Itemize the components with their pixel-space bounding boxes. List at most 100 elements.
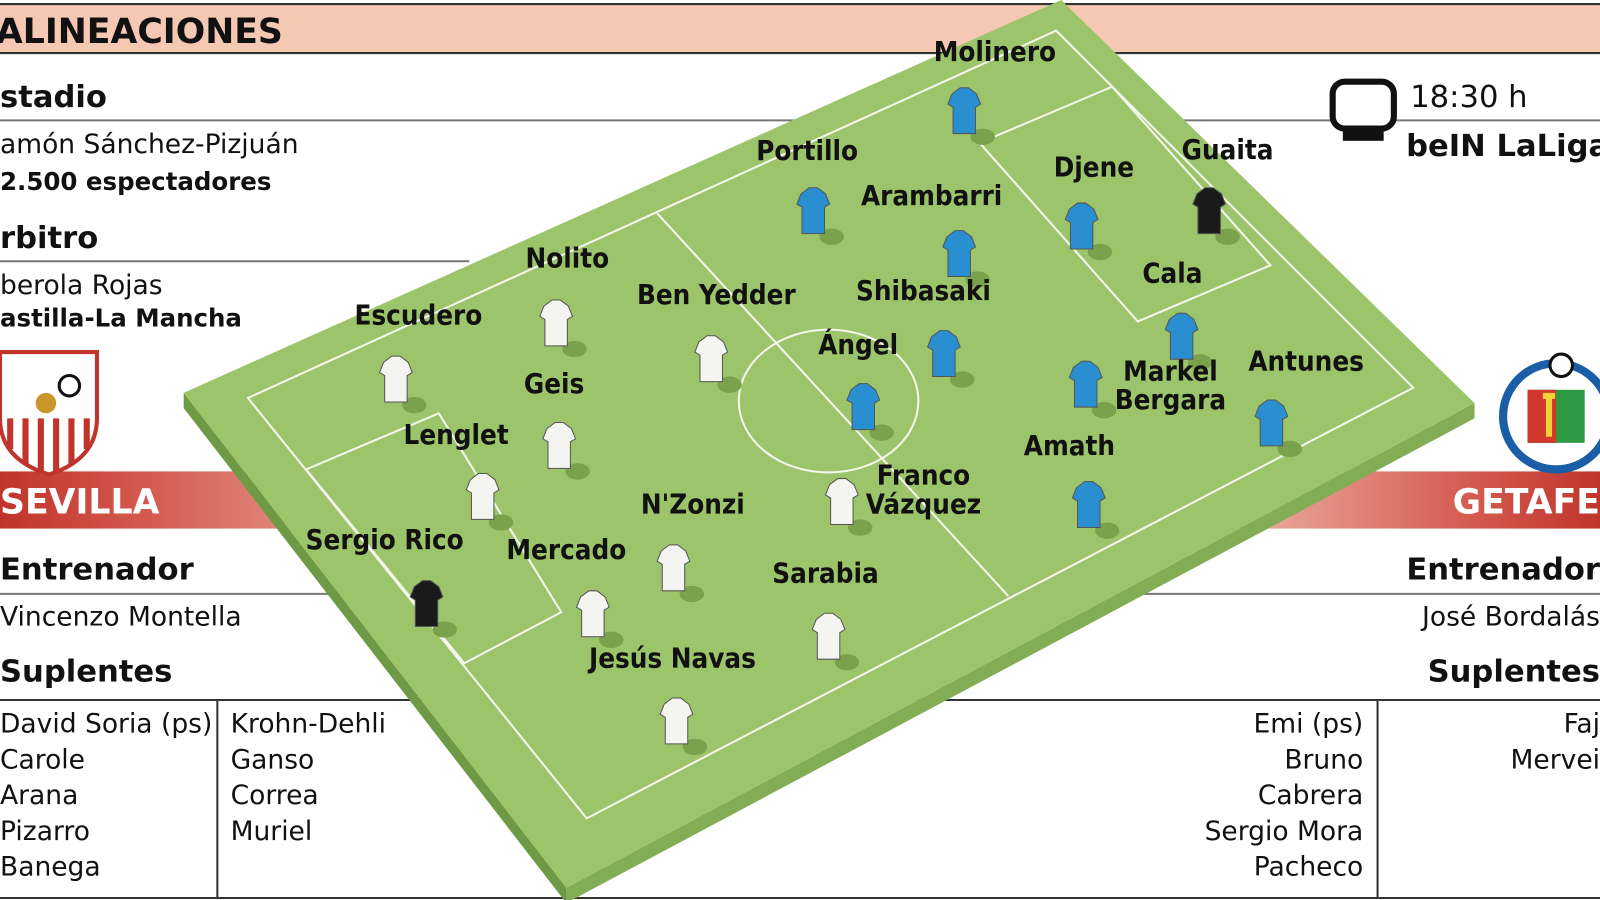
player-name-line: Franco xyxy=(877,460,970,492)
player: Nolito xyxy=(526,242,610,358)
sub-player: Pizarro xyxy=(0,816,90,847)
player-name-line: Molinero xyxy=(934,36,1056,68)
player-kit xyxy=(542,421,577,469)
player-shadow xyxy=(682,738,708,756)
player-kit xyxy=(1192,187,1227,235)
player-name: Guaita xyxy=(1182,134,1274,166)
player-name-line: Ángel xyxy=(818,327,898,361)
player-shadow xyxy=(402,396,427,414)
player: Jesús Navas xyxy=(587,642,756,756)
away-crest xyxy=(1498,352,1600,474)
player: Molinero xyxy=(934,36,1056,145)
player-kit xyxy=(539,299,574,347)
player-kit xyxy=(378,355,413,403)
away-subs-label: Suplentes xyxy=(1428,655,1600,690)
attendance: 2.500 espectadores xyxy=(0,167,271,196)
home-team: SEVILLA xyxy=(0,482,160,522)
player-shadow xyxy=(834,654,860,671)
player: Franco Vázquez xyxy=(824,460,981,536)
player-name: N'Zonzi xyxy=(641,488,745,520)
player: N'Zonzi xyxy=(641,488,745,603)
player-name: Mercado xyxy=(506,534,626,566)
player-name-line: Arambarri xyxy=(861,180,1002,212)
player-shadow xyxy=(1277,440,1303,458)
player-kit xyxy=(409,580,444,628)
sub-player: Faj xyxy=(1564,709,1600,740)
referee-label: rbitro xyxy=(0,221,98,256)
player-kit xyxy=(1254,399,1289,447)
player-name: Amath xyxy=(1024,430,1115,462)
sub-player: Bruno xyxy=(1284,744,1363,775)
player-name: Nolito xyxy=(526,242,610,274)
player: Amath xyxy=(1024,430,1120,539)
player-name-line: Shibasaki xyxy=(856,275,991,307)
player-name-line: Nolito xyxy=(526,242,610,274)
player: Ángel xyxy=(818,327,898,441)
player-name-line: Markel xyxy=(1123,356,1218,388)
player-kit xyxy=(796,187,831,235)
player-name-line: Djene xyxy=(1054,152,1134,184)
player-kit xyxy=(465,472,500,520)
player-name-line: Escudero xyxy=(354,299,482,331)
player-kit xyxy=(1064,202,1099,250)
sub-player: David Soria (ps) xyxy=(0,709,212,740)
player-name-line: Mercado xyxy=(506,534,626,566)
player-name-line: Lenglet xyxy=(404,419,509,451)
player-name: Shibasaki xyxy=(856,275,991,307)
player-name-line: Vázquez xyxy=(866,488,981,520)
player: Guaita xyxy=(1182,134,1274,245)
player: Markel Bergara xyxy=(1068,356,1226,419)
player-kit xyxy=(575,590,610,638)
player-shadow xyxy=(565,463,590,480)
player-name: Geis xyxy=(524,368,584,400)
player-name-line: Ben Yedder xyxy=(637,279,796,311)
player: Djene xyxy=(1054,152,1134,261)
player-kit xyxy=(942,230,977,278)
time: 18:30 h xyxy=(1410,80,1527,115)
player: Ben Yedder xyxy=(637,279,796,393)
player-name: Portillo xyxy=(756,135,858,167)
player-name-line: Antunes xyxy=(1248,345,1364,377)
player-shadow xyxy=(717,376,742,393)
referee: berola Rojas xyxy=(0,270,163,301)
player-shadow xyxy=(598,631,624,648)
player-name: Jesús Navas xyxy=(587,642,756,674)
referee-region: astilla-La Mancha xyxy=(0,304,242,333)
tv: beIN LaLiga xyxy=(1406,129,1600,164)
player-kit xyxy=(824,478,859,525)
home-crest xyxy=(0,350,99,477)
title: ALINEACIONES xyxy=(0,12,283,52)
player-shadow xyxy=(950,371,975,388)
player: Geis xyxy=(524,368,590,480)
player-name: Arambarri xyxy=(861,180,1002,212)
player-name: Sergio Rico xyxy=(306,524,464,556)
sub-player: Arana xyxy=(0,780,78,811)
player: Antunes xyxy=(1248,345,1364,458)
player-name-line: N'Zonzi xyxy=(641,488,745,520)
player-kit xyxy=(694,335,729,383)
player-name: Franco Vázquez xyxy=(866,460,981,521)
player-kit xyxy=(926,330,961,378)
sub-player: Cabrera xyxy=(1258,780,1363,811)
away-team: GETAFE xyxy=(1453,482,1600,522)
stadium-label: stadio xyxy=(0,80,107,115)
sub-player: Correa xyxy=(231,780,319,811)
sub-player: Sergio Mora xyxy=(1205,816,1364,847)
player-kit xyxy=(656,544,691,592)
tv-icon xyxy=(1329,78,1397,141)
player-kit xyxy=(947,87,982,135)
player-name: Markel Bergara xyxy=(1115,356,1226,417)
player-name: Sarabia xyxy=(772,558,878,590)
player: Escudero xyxy=(354,299,482,414)
player-kit xyxy=(659,697,694,745)
title-band xyxy=(0,4,1600,54)
player-shadow xyxy=(1087,243,1113,261)
player-name-line: Geis xyxy=(524,368,584,400)
sub-player: Emi (ps) xyxy=(1254,709,1364,740)
player-shadow xyxy=(970,128,995,145)
player-name: Escudero xyxy=(354,299,482,331)
player-shadow xyxy=(1094,522,1120,539)
